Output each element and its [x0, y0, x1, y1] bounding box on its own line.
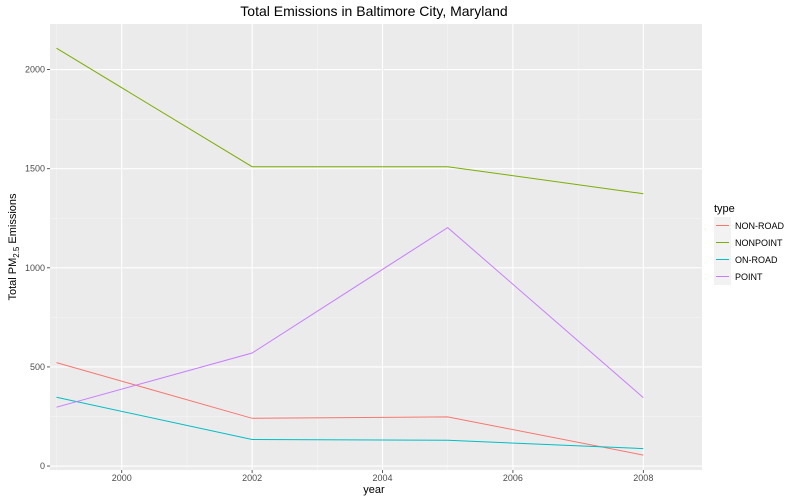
series-line-on-road — [56, 396, 644, 450]
y-tick-label: 500 — [30, 362, 45, 372]
y-tick-label: 1500 — [25, 164, 45, 174]
x-axis: 2000 2002 2004 2006 2008 — [112, 470, 653, 483]
y-axis-title-subscript: 2.5 — [12, 246, 21, 258]
y-tick-label: 2000 — [25, 65, 45, 75]
series-line-nonpoint — [56, 47, 644, 195]
series-lines — [56, 47, 644, 456]
y-tick-label: 1000 — [25, 263, 45, 273]
y-axis-title: Total PM2.5 Emissions — [7, 193, 21, 301]
series-line-non-road — [56, 362, 644, 456]
legend-title: type — [714, 203, 735, 215]
legend-items: NON-ROAD NONPOINT ON-ROAD POINT — [714, 217, 784, 285]
x-tick-label: 2002 — [242, 473, 262, 483]
y-axis: 0 500 1000 1500 2000 — [25, 65, 50, 471]
x-tick-label: 2004 — [373, 473, 393, 483]
x-tick-label: 2000 — [112, 473, 132, 483]
legend-label: NON-ROAD — [735, 221, 784, 231]
legend-label: POINT — [735, 272, 763, 282]
major-gridlines — [50, 24, 702, 470]
minor-gridlines — [50, 24, 702, 470]
y-axis-title-suffix: Emissions — [7, 193, 19, 247]
legend-label: NONPOINT — [735, 238, 783, 248]
y-axis-title-prefix: Total PM — [7, 258, 19, 301]
plot-panel — [50, 24, 702, 470]
legend-label: ON-ROAD — [735, 255, 778, 265]
legend: type NON-ROAD NONPOINT ON-ROAD POINT — [714, 203, 784, 285]
x-axis-title: year — [363, 484, 385, 496]
series-line-point — [56, 226, 644, 408]
chart-title: Total Emissions in Baltimore City, Maryl… — [240, 3, 507, 19]
y-tick-label: 0 — [40, 461, 45, 471]
x-tick-label: 2008 — [633, 473, 653, 483]
x-tick-label: 2006 — [503, 473, 523, 483]
